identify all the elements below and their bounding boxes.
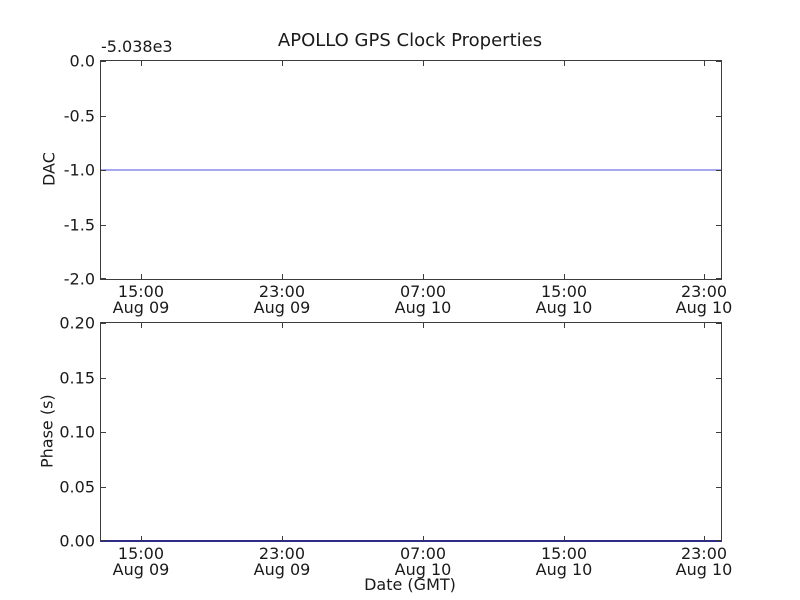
tick-mark [140, 536, 142, 541]
tick-mark [716, 377, 721, 379]
ytick-label: 0.15 [59, 368, 95, 387]
tick-mark [281, 61, 283, 66]
tick-mark [564, 274, 566, 279]
xtick-date: Aug 10 [394, 297, 452, 317]
tick-mark [101, 540, 106, 541]
tick-mark [101, 278, 106, 279]
tick-mark [101, 115, 106, 117]
xtick-time: 07:00 [399, 544, 447, 563]
tick-mark [704, 274, 705, 279]
xtick-date: Aug 10 [535, 297, 593, 317]
phase-plot-area: 0.20 0.15 0.10 0.05 0.00 15:00 Aug 09 23… [59, 314, 732, 577]
tick-mark [716, 540, 721, 541]
tick-mark [423, 61, 425, 66]
tick-mark [423, 323, 425, 328]
tick-mark [101, 170, 106, 171]
dac-data-line [101, 169, 721, 171]
tick-mark [423, 536, 425, 541]
tick-mark [101, 377, 106, 379]
phase-data-line [100, 540, 722, 542]
xtick-label: 23:00 Aug 09 [254, 546, 311, 577]
tick-mark [101, 61, 106, 62]
xtick-date: Aug 10 [535, 559, 593, 579]
y-axis-label-dac: DAC [39, 152, 59, 186]
tick-mark [704, 536, 705, 541]
tick-mark [716, 278, 721, 279]
xtick-time: 15:00 [540, 544, 588, 563]
tick-mark [564, 536, 566, 541]
xtick-label: 15:00 Aug 09 [113, 546, 170, 577]
tick-mark [716, 432, 721, 433]
dac-plot-area: 0.0 -0.5 -1.0 -1.5 -2.0 15:00 Aug 09 23:… [64, 52, 733, 315]
ytick-label: -1.0 [63, 160, 95, 180]
tick-mark [423, 274, 425, 279]
xtick-date: Aug 10 [394, 559, 452, 579]
xtick-label: 23:00 Aug 10 [676, 284, 733, 315]
xtick-date: Aug 10 [675, 559, 733, 579]
xtick-time: 07:00 [399, 282, 447, 301]
xtick-time: 23:00 [258, 282, 306, 301]
tick-mark [716, 115, 721, 117]
xtick-time: 15:00 [540, 282, 588, 301]
tick-mark [704, 61, 705, 66]
tick-mark [716, 170, 721, 171]
xtick-label: 15:00 Aug 10 [536, 284, 593, 315]
tick-mark [564, 61, 566, 66]
xtick-label: 15:00 Aug 10 [536, 546, 593, 577]
xtick-label: 23:00 Aug 09 [254, 284, 311, 315]
xtick-label: 07:00 Aug 10 [395, 284, 452, 315]
tick-mark [140, 61, 142, 66]
y-axis-label-phase: Phase (s) [37, 394, 57, 468]
ytick-label: 0.05 [59, 477, 95, 496]
xtick-time: 23:00 [258, 544, 306, 563]
ytick-label: 0.10 [59, 422, 95, 442]
ytick-label: 0.20 [59, 313, 95, 333]
xtick-label: 07:00 Aug 10 [395, 546, 452, 577]
tick-mark [101, 323, 106, 324]
xtick-time: 23:00 [680, 282, 728, 301]
tick-mark [101, 486, 106, 488]
xtick-time: 15:00 [117, 282, 165, 301]
tick-mark [704, 323, 705, 328]
ytick-label: 0.00 [59, 531, 95, 551]
ytick-label: 0.0 [69, 51, 95, 71]
xtick-time: 23:00 [680, 544, 728, 563]
tick-mark [564, 323, 566, 328]
y-axis-offset-label: -5.038e3 [101, 37, 173, 56]
chart-title: APOLLO GPS Clock Properties [277, 30, 543, 51]
tick-mark [716, 323, 721, 324]
ytick-label: -0.5 [63, 106, 95, 125]
xtick-date: Aug 09 [253, 297, 311, 317]
ytick-label: -1.5 [63, 215, 95, 234]
tick-mark [140, 274, 142, 279]
tick-mark [140, 323, 142, 328]
tick-mark [101, 224, 106, 226]
tick-mark [101, 432, 106, 433]
xtick-date: Aug 09 [253, 559, 311, 579]
tick-mark [281, 536, 283, 541]
xtick-label: 23:00 Aug 10 [676, 546, 733, 577]
xtick-date: Aug 09 [112, 297, 170, 317]
tick-mark [716, 486, 721, 488]
xtick-date: Aug 10 [675, 297, 733, 317]
xtick-date: Aug 09 [112, 559, 170, 579]
tick-mark [716, 61, 721, 62]
xtick-label: 15:00 Aug 09 [113, 284, 170, 315]
xtick-time: 15:00 [117, 544, 165, 563]
tick-mark [716, 224, 721, 226]
tick-mark [281, 323, 283, 328]
tick-mark [281, 274, 283, 279]
x-axis-label: Date (GMT) [364, 575, 456, 594]
ytick-label: -2.0 [63, 269, 95, 289]
